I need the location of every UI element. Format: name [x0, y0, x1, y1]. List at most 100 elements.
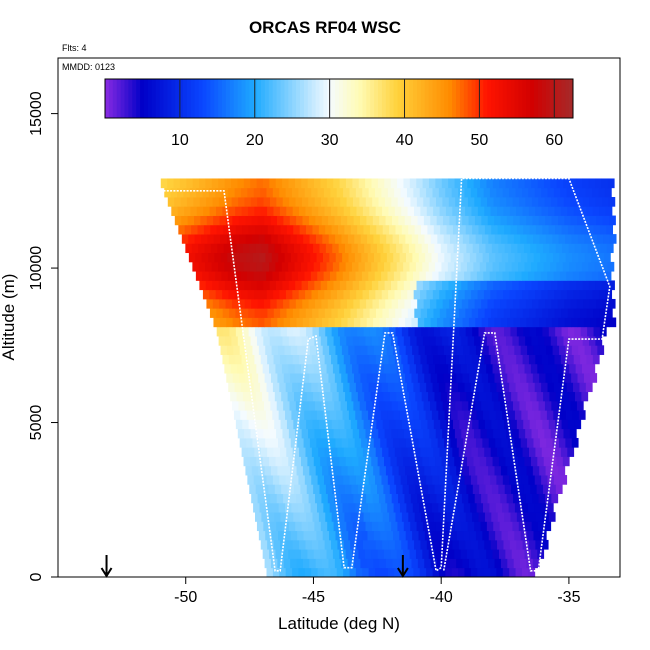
heatmap-cell	[272, 271, 280, 281]
heatmap-cell	[529, 224, 537, 235]
x-tick-label: -40	[430, 589, 453, 606]
heatmap-cell	[301, 549, 308, 559]
heatmap-cell	[564, 373, 572, 383]
heatmap-cell	[531, 428, 539, 439]
heatmap-cell	[224, 363, 232, 374]
heatmap-cell	[272, 475, 280, 485]
heatmap-cell	[545, 317, 553, 328]
heatmap-cell	[293, 243, 301, 254]
heatmap-cell	[406, 271, 414, 281]
heatmap-cell	[308, 400, 316, 411]
heatmap-cell	[269, 428, 277, 439]
heatmap-cell	[480, 428, 488, 439]
heatmap-cell	[323, 502, 331, 513]
heatmap-cell	[473, 549, 481, 559]
heatmap-cell	[404, 197, 411, 207]
heatmap-cell	[532, 317, 540, 328]
heatmap-cell	[394, 354, 402, 365]
heatmap-cell	[275, 178, 283, 189]
heatmap-cell	[285, 567, 293, 578]
heatmap-cell	[218, 178, 226, 189]
heatmap-cell	[373, 345, 381, 355]
heatmap-cell	[493, 280, 500, 291]
heatmap-cell	[509, 206, 517, 216]
heatmap-cell	[388, 354, 396, 365]
heatmap-cell	[581, 261, 589, 272]
y-tick-label: 15000	[28, 91, 45, 136]
heatmap-cell	[239, 252, 247, 263]
heatmap-cell	[461, 197, 469, 207]
heatmap-cell	[513, 493, 520, 504]
heatmap-cell	[391, 400, 399, 411]
heatmap-cell	[608, 298, 616, 309]
heatmap-cell	[427, 326, 435, 337]
heatmap-cell	[557, 280, 564, 291]
heatmap-cell	[257, 298, 265, 309]
heatmap-cell	[545, 465, 553, 476]
heatmap-cell	[563, 178, 570, 189]
heatmap-cell	[380, 345, 387, 355]
heatmap-cell	[299, 539, 306, 550]
heatmap-cell	[381, 567, 389, 578]
heatmap-cell	[571, 317, 578, 328]
heatmap-cell	[267, 308, 275, 318]
heatmap-cell	[262, 261, 270, 272]
heatmap-cell	[235, 354, 243, 365]
heatmap-cell	[197, 224, 205, 235]
heatmap-cell	[234, 271, 241, 281]
heatmap-cell	[501, 437, 509, 448]
heatmap-cell	[403, 428, 411, 439]
heatmap-cell	[518, 521, 526, 532]
heatmap-cell	[550, 336, 558, 346]
heatmap-cell	[327, 493, 335, 504]
heatmap-cell	[474, 336, 481, 346]
heatmap-cell	[393, 271, 401, 281]
colorbar-tick-label: 40	[396, 132, 414, 149]
heatmap-cell	[468, 317, 476, 328]
heatmap-cell	[216, 308, 224, 318]
heatmap-cell	[418, 345, 426, 355]
heatmap-cell	[318, 447, 326, 457]
plot-frame	[57, 57, 621, 578]
heatmap-cell	[520, 373, 527, 383]
heatmap-cell	[354, 558, 361, 569]
heatmap-cell	[352, 280, 360, 291]
heatmap-cell	[469, 530, 477, 541]
heatmap-cell	[444, 502, 452, 513]
heatmap-cell	[551, 465, 559, 476]
heatmap-cell	[435, 261, 442, 272]
heatmap-cell	[473, 178, 481, 189]
heatmap-cell	[355, 382, 363, 393]
heatmap-cell	[490, 475, 497, 485]
heatmap-cell	[491, 326, 499, 337]
heatmap-cell	[509, 289, 517, 300]
heatmap-cell	[543, 391, 550, 402]
colorbar-segment	[475, 79, 480, 118]
heatmap-cell	[400, 187, 408, 198]
heatmap-cell	[276, 521, 283, 532]
heatmap-cell	[268, 243, 276, 254]
heatmap-cell	[286, 419, 294, 430]
heatmap-cell	[354, 345, 362, 355]
colorbar-segment	[202, 79, 207, 118]
heatmap-cell	[450, 234, 457, 244]
heatmap-cell	[553, 410, 561, 420]
colorbar-segment	[280, 79, 285, 118]
heatmap-cell	[443, 373, 451, 383]
heatmap-cell	[551, 373, 559, 383]
heatmap-cell	[296, 215, 303, 226]
heatmap-cell	[404, 215, 412, 226]
heatmap-cell	[564, 215, 572, 226]
colorbar-segment	[459, 79, 465, 118]
heatmap-cell	[607, 178, 615, 189]
heatmap-cell	[510, 419, 518, 430]
colorbar-segment	[417, 79, 422, 118]
colorbar-segment	[331, 79, 336, 118]
heatmap-cell	[546, 437, 554, 448]
heatmap-cell	[435, 280, 443, 291]
heatmap-cell	[391, 428, 398, 439]
heatmap-cell	[399, 530, 407, 541]
heatmap-cell	[365, 428, 373, 439]
heatmap-cell	[430, 465, 438, 476]
